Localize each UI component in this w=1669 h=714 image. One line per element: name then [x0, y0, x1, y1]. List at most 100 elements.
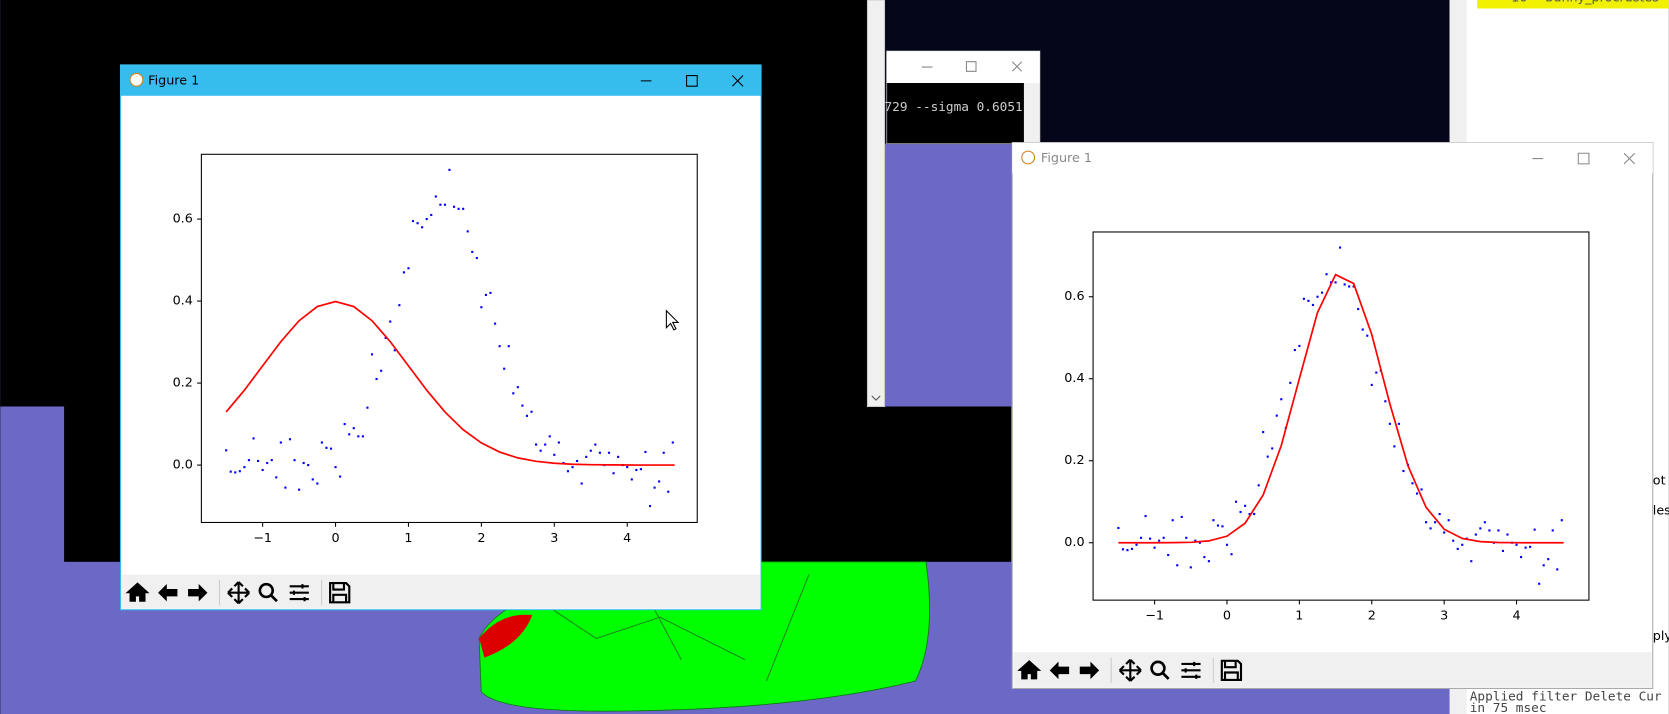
data-point	[225, 449, 228, 452]
x-tick-label: 3	[550, 531, 558, 546]
data-point	[1325, 273, 1328, 276]
home-button[interactable]	[1017, 660, 1042, 680]
data-point	[302, 461, 305, 465]
data-point	[1221, 525, 1224, 528]
data-point	[1352, 285, 1355, 288]
data-point	[452, 205, 456, 208]
data-point	[1542, 564, 1545, 567]
home-button[interactable]	[125, 582, 150, 602]
data-point	[1501, 549, 1505, 553]
forward-button[interactable]	[188, 583, 208, 602]
data-point	[375, 377, 378, 381]
data-point	[635, 468, 638, 472]
back-button[interactable]	[1049, 661, 1070, 680]
configure-button[interactable]	[1181, 661, 1201, 679]
data-point	[1384, 400, 1387, 403]
save-button[interactable]	[329, 582, 351, 604]
chart: −1 0 1 2 3 4 0.0 0.2 0.4 0.6	[1064, 231, 1590, 624]
data-point	[521, 404, 524, 407]
save-button[interactable]	[1220, 659, 1243, 682]
data-point	[653, 486, 656, 489]
titlebar	[1012, 142, 1653, 174]
data-point	[1529, 545, 1532, 548]
data-point	[548, 435, 551, 438]
data-point	[1185, 536, 1188, 539]
data-point	[370, 353, 374, 356]
data-point	[1248, 512, 1251, 516]
data-point	[594, 443, 597, 446]
data-point	[366, 406, 369, 409]
data-point	[1130, 547, 1134, 550]
data-point	[457, 207, 460, 210]
data-point	[407, 267, 410, 270]
window-buttons[interactable]	[921, 61, 1023, 72]
zoom-button[interactable]	[258, 582, 278, 603]
mesh-red	[479, 614, 533, 658]
data-point	[320, 441, 323, 444]
back-button[interactable]	[158, 583, 178, 602]
app-icon	[129, 72, 144, 87]
tree-index: 10	[1511, 0, 1527, 5]
data-point	[525, 414, 529, 417]
data-point	[1434, 521, 1437, 524]
window-title: Figure 1	[148, 73, 199, 88]
scrollbar[interactable]	[866, 0, 886, 408]
data-point	[644, 450, 647, 454]
data-point	[503, 367, 506, 370]
data-point	[1280, 398, 1283, 401]
side-fragment: lesh	[1653, 503, 1669, 518]
data-point	[589, 449, 592, 452]
data-point	[1149, 537, 1152, 540]
data-point	[598, 451, 601, 454]
data-point	[493, 322, 497, 325]
data-point	[1203, 556, 1206, 559]
window-buttons[interactable]	[640, 75, 744, 87]
zoom-button[interactable]	[1150, 660, 1170, 680]
data-point	[257, 459, 260, 463]
x-tick-label: 2	[477, 531, 485, 546]
x-tick-label: 0	[331, 531, 339, 546]
tree-item: bunny_procrustes	[1545, 0, 1659, 5]
data-point	[498, 345, 501, 348]
data-point	[1189, 566, 1192, 569]
toolbar-buttons	[1017, 657, 1243, 684]
tree-highlight[interactable]	[1477, 0, 1669, 9]
data-point	[571, 466, 574, 469]
x-tick-label: 1	[1295, 609, 1303, 624]
data-point	[1402, 469, 1405, 473]
data-point	[667, 490, 670, 493]
data-point	[1212, 519, 1215, 522]
scroll-arrow	[871, 395, 881, 401]
forward-button[interactable]	[1079, 661, 1100, 680]
data-point	[316, 482, 319, 485]
data-point	[658, 480, 661, 483]
data-point	[1253, 512, 1256, 516]
scrollbar[interactable]	[1023, 82, 1040, 144]
data-point	[1144, 515, 1147, 518]
data-point	[489, 291, 492, 294]
data-point	[1244, 504, 1247, 507]
data-point	[1524, 546, 1527, 549]
pan-button[interactable]	[1118, 658, 1142, 682]
data-point	[1343, 283, 1346, 286]
data-point	[1339, 246, 1342, 249]
data-point	[530, 410, 533, 413]
window-buttons[interactable]	[1532, 152, 1636, 165]
toolbar	[1013, 652, 1652, 688]
data-point	[639, 468, 642, 471]
data-point	[1533, 528, 1536, 531]
data-point	[1452, 539, 1455, 542]
data-point	[234, 471, 237, 474]
data-point	[329, 447, 333, 450]
chart: −1 0 1 2 3 4 0.0 0.2 0.4 0.6	[173, 153, 698, 546]
data-point	[275, 476, 278, 479]
data-point	[1470, 560, 1473, 563]
fit-curve	[225, 300, 675, 466]
pan-button[interactable]	[227, 581, 251, 605]
data-point	[662, 451, 665, 454]
x-tick-label: −1	[253, 531, 272, 546]
data-point	[516, 386, 519, 389]
configure-button[interactable]	[289, 584, 309, 602]
data-point	[425, 218, 428, 221]
plot-area	[225, 168, 675, 508]
